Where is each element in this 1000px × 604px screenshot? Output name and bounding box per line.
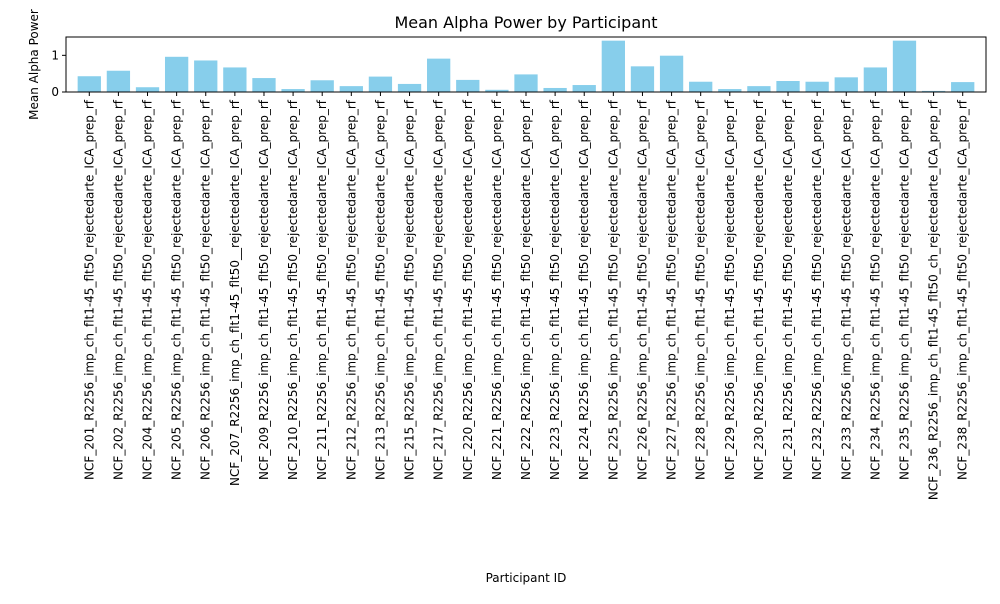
bar (834, 77, 858, 92)
y-tick-label: 0 (51, 85, 59, 99)
bar (310, 80, 334, 92)
bar (718, 89, 742, 92)
x-tick-label: NCF_202_R2256_imp_ch_flt1-45_flt50_rejec… (111, 99, 125, 480)
bar (397, 83, 422, 92)
x-tick-label: NCF_234_R2256_imp_ch_flt1-45_flt50_rejec… (868, 99, 882, 480)
x-tick-label: NCF_210_R2256_imp_ch_flt1-45_flt50_rejec… (286, 99, 300, 480)
x-tick-label: NCF_211_R2256_imp_ch_flt1-45_flt50_rejec… (315, 99, 329, 480)
x-tick-label: NCF_238_R2256_imp_ch_flt1-45_flt50_rejec… (956, 99, 970, 480)
y-axis-label: Mean Alpha Power (27, 9, 41, 120)
bar (223, 67, 247, 92)
x-tick-label: NCF_229_R2256_imp_ch_flt1-45_flt50_rejec… (723, 99, 737, 480)
x-tick-label: NCF_207_R2256_imp_ch_flt1-45_flt50__reje… (228, 99, 242, 486)
bar (805, 81, 829, 92)
bar (339, 86, 363, 92)
bar (659, 55, 684, 92)
bar (921, 90, 946, 92)
x-tick-label: NCF_225_R2256_imp_ch_flt1-45_flt50_rejec… (606, 99, 620, 480)
y-tick-label: 1 (51, 48, 59, 62)
bar (281, 89, 305, 92)
x-tick-label: NCF_213_R2256_imp_ch_flt1-45_flt50_rejec… (373, 99, 387, 480)
bar (514, 74, 538, 92)
x-tick-label: NCF_232_R2256_imp_ch_flt1-45_flt50_rejec… (810, 99, 824, 480)
x-tick-label: NCF_231_R2256_imp_ch_flt1-45_flt50_rejec… (781, 99, 795, 480)
x-axis-label: Participant ID (486, 571, 567, 585)
x-tick-label: NCF_209_R2256_imp_ch_flt1-45_flt50_rejec… (257, 99, 271, 480)
x-tick-label: NCF_224_R2256_imp_ch_flt1-45_flt50_rejec… (577, 99, 591, 480)
bar (427, 58, 451, 92)
bars (77, 40, 975, 92)
bar (368, 76, 393, 92)
x-axis-ticks: NCF_201_R2256_imp_ch_flt1-45_flt50_rejec… (82, 92, 970, 500)
x-tick-label: NCF_227_R2256_imp_ch_flt1-45_flt50_rejec… (665, 99, 679, 480)
x-tick-label: NCF_201_R2256_imp_ch_flt1-45_flt50_rejec… (82, 99, 96, 480)
plot-frame (65, 36, 987, 93)
bar (135, 87, 160, 92)
x-tick-label: NCF_222_R2256_imp_ch_flt1-45_flt50_rejec… (519, 99, 533, 480)
x-tick-label: NCF_204_R2256_imp_ch_flt1-45_flt50_rejec… (141, 99, 155, 480)
x-tick-label: NCF_217_R2256_imp_ch_flt1-45_flt50_rejec… (432, 99, 446, 480)
x-tick-label: NCF_205_R2256_imp_ch_flt1-45_flt50_rejec… (170, 99, 184, 480)
x-tick-label: NCF_233_R2256_imp_ch_flt1-45_flt50_rejec… (839, 99, 853, 480)
bar (252, 78, 276, 92)
x-tick-label: NCF_223_R2256_imp_ch_flt1-45_flt50_rejec… (548, 99, 562, 480)
bar (601, 40, 625, 92)
y-axis-ticks: 01 (51, 48, 66, 99)
x-tick-label: NCF_226_R2256_imp_ch_flt1-45_flt50_rejec… (635, 99, 649, 480)
bar (77, 76, 101, 92)
bar (456, 79, 480, 92)
bar (863, 67, 888, 92)
bar (106, 70, 131, 92)
bar (892, 40, 917, 92)
bar (543, 87, 567, 92)
bar (572, 85, 596, 92)
bar (630, 66, 655, 92)
bar (485, 89, 509, 92)
x-tick-label: NCF_215_R2256_imp_ch_flt1-45_flt50_rejec… (403, 99, 417, 480)
bar (747, 86, 771, 92)
x-tick-label: NCF_235_R2256_imp_ch_flt1-45_flt50_rejec… (897, 99, 911, 480)
x-tick-label: NCF_221_R2256_imp_ch_flt1-45_flt50_rejec… (490, 99, 504, 480)
x-tick-label: NCF_230_R2256_imp_ch_flt1-45_flt50_rejec… (752, 99, 766, 480)
bar (951, 82, 975, 92)
chart-title: Mean Alpha Power by Participant (394, 13, 657, 32)
x-tick-label: NCF_228_R2256_imp_ch_flt1-45_flt50_rejec… (694, 99, 708, 480)
bar (194, 60, 218, 92)
x-tick-label: NCF_236_R2256_imp_ch_flt1-45_flt50_ch_re… (927, 99, 941, 500)
bar (689, 81, 713, 92)
bar (776, 81, 800, 92)
x-tick-label: NCF_220_R2256_imp_ch_flt1-45_flt50_rejec… (461, 99, 475, 480)
bar (164, 56, 189, 92)
x-tick-label: NCF_206_R2256_imp_ch_flt1-45_flt50_rejec… (199, 99, 213, 480)
x-tick-label: NCF_212_R2256_imp_ch_flt1-45_flt50_rejec… (344, 99, 358, 480)
